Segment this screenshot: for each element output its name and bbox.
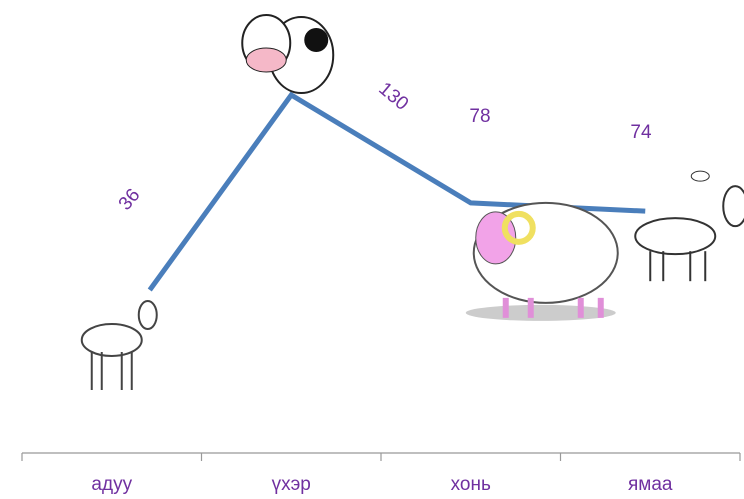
icon-nose	[246, 48, 286, 72]
chart: адуу үхэр хонь ямаа 36 130 78 74	[0, 0, 744, 499]
animal-icon	[466, 203, 618, 321]
data-label: 130	[374, 78, 412, 114]
icon-body	[82, 324, 142, 356]
icon-bee	[691, 171, 709, 181]
data-label: 36	[115, 185, 145, 215]
data-label: 74	[630, 122, 652, 143]
x-tick-label: ямаа	[628, 474, 673, 495]
page: адууүхэрхоньямаа361307874 (() => { const…	[0, 0, 744, 499]
icon-head	[723, 186, 744, 226]
data-label: 78	[469, 106, 490, 127]
icon-spot	[304, 28, 328, 52]
icon-head	[139, 301, 157, 329]
animal-icon	[635, 171, 744, 281]
animal-icon	[82, 301, 157, 390]
icon-body	[635, 218, 715, 254]
x-tick-label: адуу	[91, 474, 132, 495]
x-tick-label: үхэр	[272, 474, 311, 495]
animal-icon	[242, 15, 333, 93]
icon-shadow	[466, 305, 616, 321]
x-tick-label: хонь	[451, 474, 491, 495]
